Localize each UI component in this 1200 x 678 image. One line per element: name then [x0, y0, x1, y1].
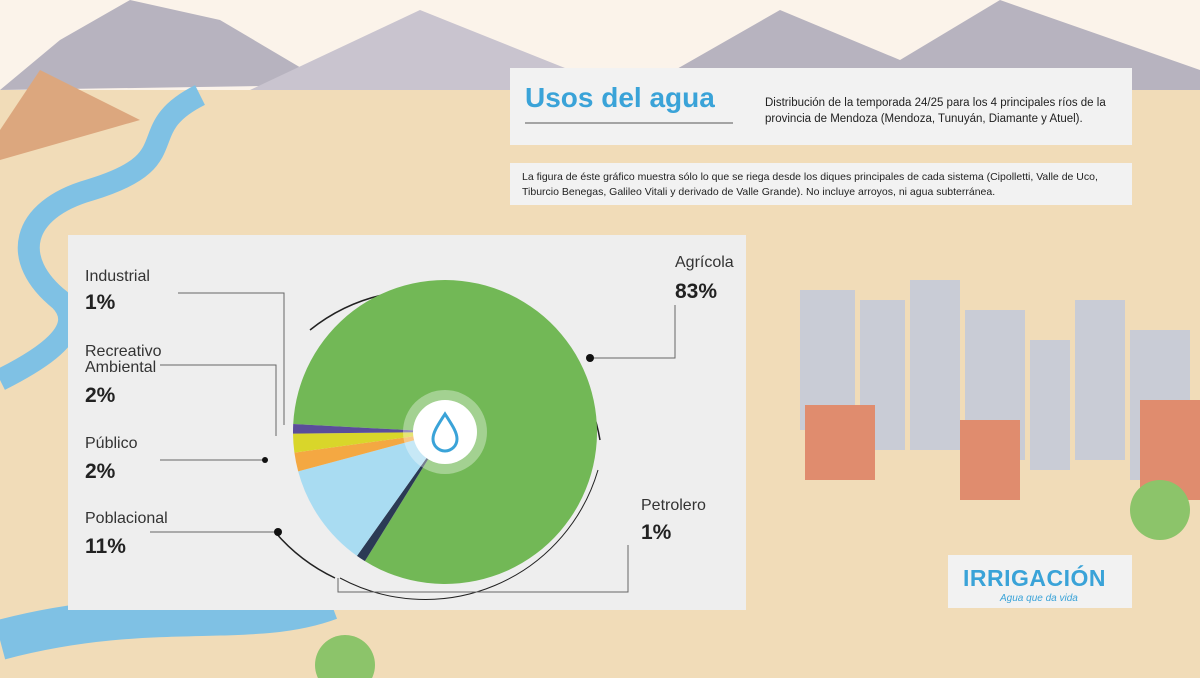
slice-value: 1%: [85, 291, 116, 314]
slice-label: Público: [85, 435, 138, 452]
slice-label: Industrial: [85, 268, 150, 285]
outer-arc: [339, 469, 599, 600]
pie-slice: [293, 424, 445, 434]
note: La figura de éste gráfico muestra sólo l…: [522, 171, 1098, 198]
mountain: [0, 0, 330, 90]
outer-arc: [274, 531, 336, 579]
subtitle: Distribución de la temporada 24/25 para …: [765, 97, 1106, 125]
dot: [274, 528, 282, 536]
logo-name: IRRIGACIÓN: [963, 565, 1106, 591]
pie-slice: [298, 432, 445, 556]
slice-value: 1%: [641, 521, 672, 544]
slice-value: 2%: [85, 460, 116, 483]
slice-label: Petrolero: [641, 497, 706, 514]
city: [800, 280, 1190, 480]
pie-slice: [356, 432, 445, 562]
leader-lines: [150, 292, 676, 593]
pie-slice: [293, 432, 445, 453]
pie-slice: [294, 432, 445, 472]
note-box: [510, 163, 1132, 205]
dot: [586, 354, 594, 362]
slice-value: 11%: [85, 535, 126, 558]
slice-value: 2%: [85, 384, 116, 407]
mountain: [640, 0, 1200, 90]
icon-circle: [413, 400, 477, 464]
logo-box: [948, 555, 1132, 608]
slice-label: Poblacional: [85, 510, 168, 527]
header-box: [510, 68, 1132, 145]
tree: [1130, 480, 1190, 540]
slice-value: 83%: [675, 280, 718, 303]
slice-label: Recreativo Ambiental: [85, 343, 162, 376]
slice-label: Agrícola: [675, 254, 734, 271]
drop-icon: [431, 411, 459, 453]
river: [0, 85, 206, 390]
title: Usos del agua: [525, 82, 715, 113]
logo-tagline: Agua que da vida: [1000, 593, 1078, 604]
tree: [315, 635, 375, 678]
dot: [262, 457, 268, 463]
hill: [0, 70, 140, 160]
